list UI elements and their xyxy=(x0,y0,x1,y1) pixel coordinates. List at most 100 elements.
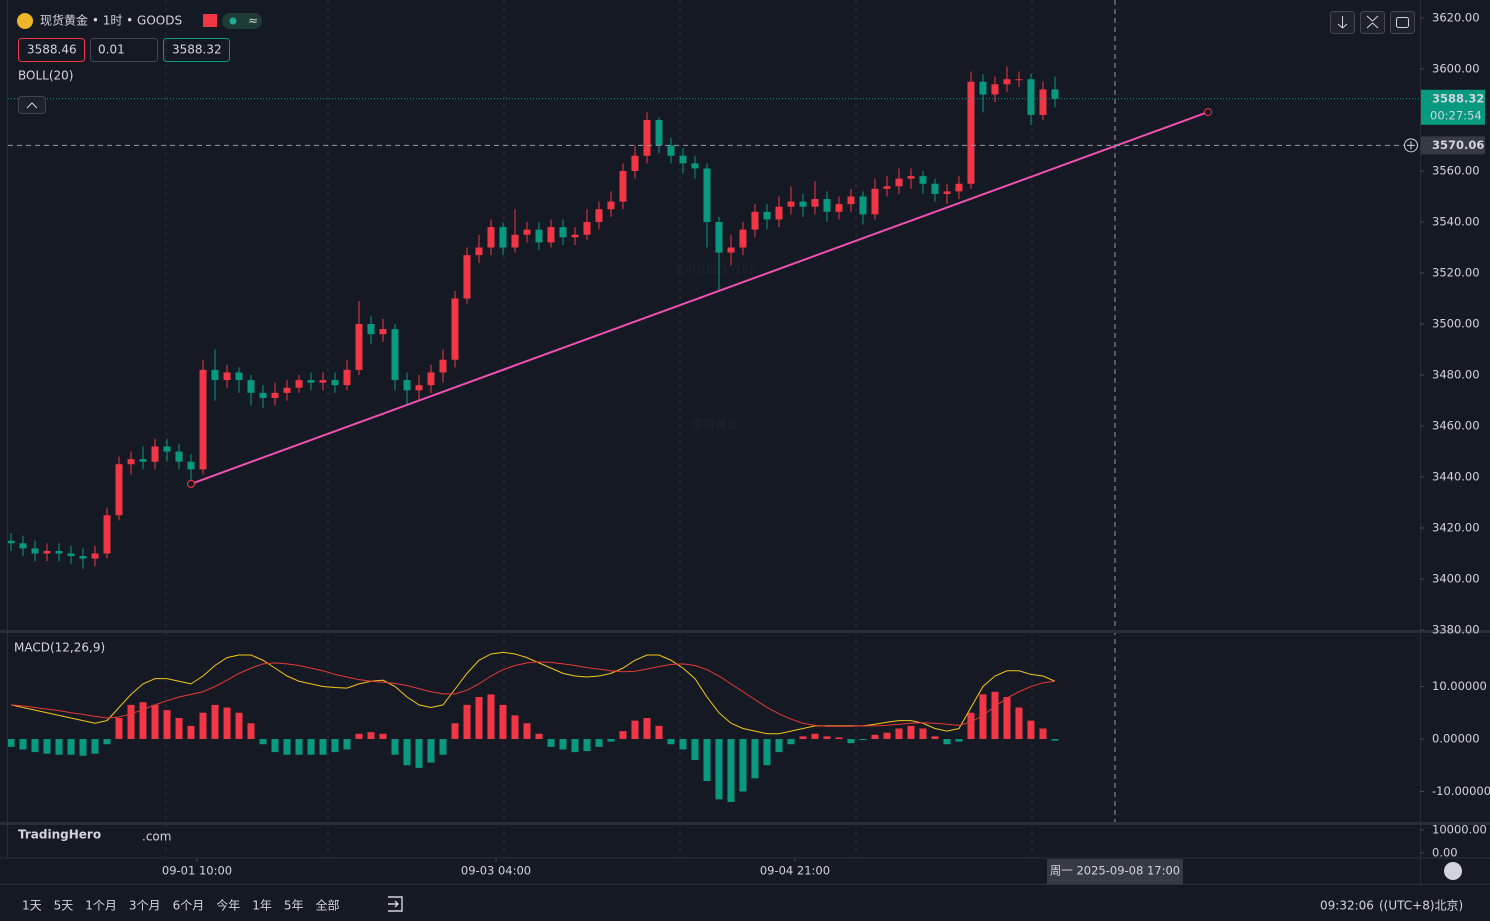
range-button[interactable]: 1个月 xyxy=(85,899,117,913)
plot: MACD(12,26,9) xyxy=(7,0,1420,822)
candle-body xyxy=(187,461,195,470)
range-button[interactable]: 6个月 xyxy=(173,899,205,913)
macd-bar xyxy=(415,738,423,768)
watermark: XAUUSD, 1时 xyxy=(676,263,754,277)
macd-bar xyxy=(643,717,651,739)
range-button[interactable]: 1天 xyxy=(22,899,42,913)
x-tick-label: 09-01 10:00 xyxy=(162,864,232,878)
candle-body xyxy=(235,372,243,381)
candle-body xyxy=(127,459,135,465)
macd-bar xyxy=(907,725,915,739)
candle-body xyxy=(679,155,687,164)
candle-body xyxy=(511,234,519,248)
buy-price[interactable]: 3588.32 xyxy=(172,43,222,57)
candle-body xyxy=(775,206,783,220)
candle-body xyxy=(1051,89,1059,99)
candle-body xyxy=(403,380,411,391)
candle-body xyxy=(307,380,315,383)
macd-bar xyxy=(31,738,39,753)
y-tick-label: 3460.00 xyxy=(1432,418,1480,432)
macd-bar xyxy=(787,738,795,745)
maximize-button[interactable] xyxy=(1390,11,1415,34)
candle-body xyxy=(439,359,447,373)
status-pill xyxy=(222,13,262,29)
candle-body xyxy=(583,221,591,235)
macd-bar xyxy=(559,738,567,750)
x-tick-label: 09-03 04:00 xyxy=(461,864,531,878)
candle-body xyxy=(499,227,507,248)
candle-body xyxy=(55,550,63,554)
macd-bar xyxy=(895,728,903,739)
y-tick-label: 0.00000 xyxy=(1432,731,1480,745)
indicator-label[interactable]: BOLL(20) xyxy=(18,69,73,83)
collapse-button[interactable] xyxy=(18,96,46,114)
candle-body xyxy=(787,201,795,207)
candle-body xyxy=(427,372,435,386)
macd-bar xyxy=(199,712,207,739)
macd-bar xyxy=(163,710,171,739)
macd-bar xyxy=(127,704,135,739)
symbol-title[interactable]: 现货黄金 • 1时 • GOODS xyxy=(40,13,182,28)
candle-body xyxy=(91,553,99,559)
macd-bar xyxy=(271,738,279,753)
range-button[interactable]: 3个月 xyxy=(129,899,161,913)
macd-bar xyxy=(847,738,855,744)
macd-bar xyxy=(43,738,51,754)
macd-bar xyxy=(1015,707,1023,739)
bottom-toolbar xyxy=(0,884,1490,921)
candle-body xyxy=(667,145,675,156)
range-buttons: 1天 5天 1个月 3个月 6个月 今年 1年 5年 全部 xyxy=(22,898,340,913)
macd-bar xyxy=(67,738,75,755)
range-button[interactable]: 5年 xyxy=(284,899,304,913)
buy-box[interactable] xyxy=(163,38,230,62)
sell-price[interactable]: 3588.46 xyxy=(27,43,77,57)
candle-body xyxy=(751,211,759,230)
crosshair-time-label: 周一 2025-09-08 17:00 xyxy=(1050,864,1180,878)
y-tick-label: 3500.00 xyxy=(1432,316,1480,330)
flag-icon[interactable] xyxy=(203,14,217,27)
candle-body xyxy=(451,298,459,360)
macd-bar xyxy=(655,725,663,739)
auto-button[interactable] xyxy=(1444,862,1462,880)
macd-bar xyxy=(511,715,519,739)
timezone[interactable]: ((UTC+8)北京) xyxy=(1379,899,1463,913)
candle-body xyxy=(871,188,879,215)
macd-bar xyxy=(475,696,483,739)
macd-bar xyxy=(547,738,555,747)
candle-body xyxy=(199,369,207,470)
candle-body xyxy=(691,163,699,169)
candle-body xyxy=(7,540,15,544)
macd-line xyxy=(10,651,1056,735)
candle-body xyxy=(547,227,555,243)
range-button[interactable]: 5天 xyxy=(54,899,74,913)
candle-body xyxy=(1003,79,1011,85)
candle-body xyxy=(907,176,915,179)
macd-bar xyxy=(595,738,603,747)
y-tick-label: 3400.00 xyxy=(1432,571,1480,585)
trendline-handle xyxy=(186,479,195,488)
macd-bar xyxy=(1003,696,1011,739)
range-button[interactable]: 今年 xyxy=(216,898,240,913)
candle-body xyxy=(823,199,831,212)
macd-bar xyxy=(55,738,63,755)
macd-bar xyxy=(679,738,687,750)
candle-body xyxy=(487,227,495,248)
macd-bar xyxy=(811,733,819,739)
macd-bar xyxy=(751,738,759,779)
macd-bar xyxy=(7,738,15,747)
macd-bar xyxy=(91,738,99,754)
candle-body xyxy=(991,84,999,95)
range-button[interactable]: 1年 xyxy=(252,899,272,913)
goto-date-button[interactable] xyxy=(388,896,403,912)
candle-body xyxy=(43,550,51,554)
range-button[interactable]: 全部 xyxy=(316,898,340,913)
candle-body xyxy=(979,81,987,95)
candle-body xyxy=(67,553,75,557)
macd-bar xyxy=(427,738,435,763)
sell-box[interactable] xyxy=(18,38,85,62)
candle-body xyxy=(1027,79,1035,115)
candle-body xyxy=(103,515,111,554)
add-alert-icon xyxy=(1407,141,1415,150)
candle-body xyxy=(715,221,723,253)
candle-body xyxy=(883,186,891,189)
